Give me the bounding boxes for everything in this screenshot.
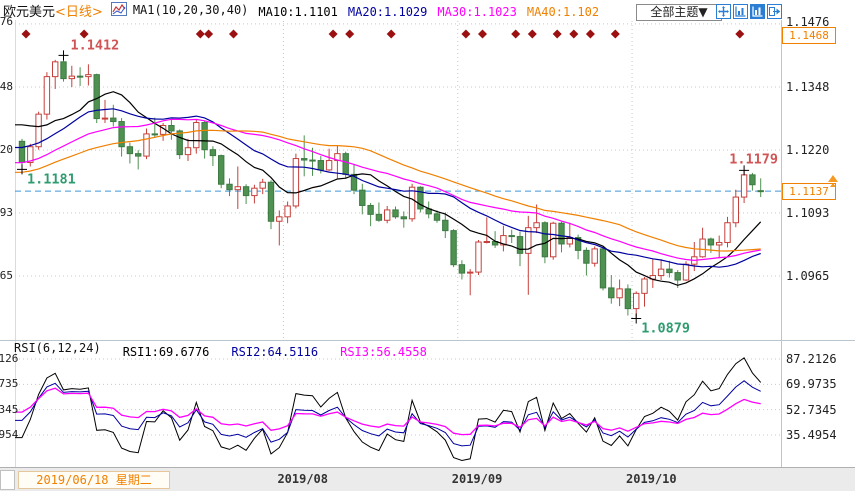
indicator-value-label: MA40:1.102 xyxy=(526,4,600,19)
ma30-line xyxy=(15,118,761,262)
rsi-axis-label-left: 52.7345 xyxy=(0,402,19,416)
indicator-value-label: MA10:1.1101 xyxy=(258,4,338,19)
symbol-title: 欧元美元 xyxy=(3,4,56,20)
month-axis-label: 2019/09 xyxy=(451,472,503,486)
rsi-axis-label: 87.2126 xyxy=(786,352,837,366)
rsi-values: RSI1:69.6776 RSI2:64.5116 RSI3:56.4558 xyxy=(101,341,427,360)
candles-layer xyxy=(18,55,764,319)
indicator-icon xyxy=(750,4,765,19)
indicator-value-label: RSI3:56.4558 xyxy=(340,345,427,359)
indicator-button[interactable] xyxy=(750,4,765,19)
axes-chart-icon xyxy=(733,4,748,19)
rsi-axis-label-left: 87.2126 xyxy=(0,352,19,365)
exit-button[interactable] xyxy=(767,4,782,19)
month-axis-label: 2019/08 xyxy=(277,472,329,486)
event-diamond-icon xyxy=(461,29,471,39)
price-axis-label: 1.1476 xyxy=(786,15,830,29)
indicator-value-label: MA30:1.1023 xyxy=(437,4,517,19)
event-diamond-icon xyxy=(345,29,355,39)
price-axis-label: 1.1220 xyxy=(786,143,830,158)
event-diamond-icon xyxy=(386,29,396,39)
period-label: <日线> xyxy=(55,4,103,20)
theme-dropdown-label: 全部主题 xyxy=(650,5,699,19)
rsi-axis-label: 52.7345 xyxy=(786,402,837,417)
event-diamond-icon xyxy=(195,29,205,39)
event-markers-layer xyxy=(21,29,745,39)
event-diamond-icon xyxy=(527,29,537,39)
event-diamond-icon xyxy=(511,29,521,39)
exit-arrow-icon xyxy=(767,4,782,19)
event-diamond-icon xyxy=(478,29,487,39)
pan-button[interactable] xyxy=(716,4,731,19)
chevron-down-icon: ▼ xyxy=(698,5,708,19)
rsi-lines-layer xyxy=(15,357,762,462)
price-axis-label-left: 1.1476 xyxy=(0,15,13,28)
ma10-line xyxy=(15,91,762,286)
extreme-cross-icon xyxy=(58,50,69,61)
theme-dropdown[interactable]: 全部主题▼ xyxy=(636,4,722,21)
extreme-cross-icon xyxy=(739,165,750,176)
current-price-box: 1.1137 xyxy=(782,183,836,200)
event-diamond-icon xyxy=(204,29,214,39)
event-diamond-icon xyxy=(610,29,620,39)
rsi-header: RSI(6,12,24) RSI1:69.6776 RSI2:64.5116 RSI… xyxy=(14,341,427,360)
line-chart-icon[interactable] xyxy=(110,1,127,20)
rsi-axis-label-left: 35.4954 xyxy=(0,427,19,441)
price-annotation: 1.1181 xyxy=(27,171,76,187)
pan-icon xyxy=(716,4,731,19)
rsi24-line xyxy=(15,387,761,436)
ma-lines-layer xyxy=(15,91,762,286)
price-annotation: 1.0879 xyxy=(641,320,690,336)
month-axis-label: 2019/10 xyxy=(626,472,677,486)
price-axis-label-left: 1.0965 xyxy=(0,269,13,283)
event-diamond-icon xyxy=(569,29,579,39)
event-diamond-icon xyxy=(735,29,745,39)
time-axis-bar: 2019/06/18 星期二 2019/08 2019/09 2019/10 xyxy=(0,467,855,491)
scale-button[interactable] xyxy=(733,4,748,19)
price-axis-label: 1.1093 xyxy=(786,205,830,220)
rsi-axis-label: 69.9735 xyxy=(786,377,837,392)
indicator-value-label: RSI2:64.5116 xyxy=(231,345,319,359)
price-axis-label: 1.0965 xyxy=(786,269,830,284)
event-diamond-icon xyxy=(328,29,338,39)
rsi-axis-label: 35.4954 xyxy=(786,427,837,442)
extreme-cross-icon xyxy=(17,164,27,175)
ma-values: MA10:1.1101 MA20:1.1029 MA30:1.1023 MA40:1.… xyxy=(248,1,599,20)
event-diamond-icon xyxy=(79,29,89,39)
event-diamond-icon xyxy=(229,29,238,39)
rsi12-line xyxy=(15,380,761,447)
indicator-value-label: MA20:1.1029 xyxy=(347,4,428,19)
price-axis-label-left: 1.1093 xyxy=(0,205,13,219)
price-axis-label-left: 1.1220 xyxy=(0,143,13,157)
extreme-cross-icon xyxy=(631,313,642,324)
rsi-group-label: RSI(6,12,24) xyxy=(14,341,101,355)
chart-header: 欧元美元 <日线> MA1(10,20,30,40) MA10:1.1101 MA2… xyxy=(0,0,785,20)
ma40-line xyxy=(15,129,761,252)
price-annotation: 1.1179 xyxy=(729,151,778,167)
price-axis-label: 1.1348 xyxy=(786,80,830,94)
event-diamond-icon xyxy=(585,29,595,39)
price-up-arrow-icon xyxy=(824,174,842,196)
event-diamond-icon xyxy=(552,29,562,39)
indicator-value-label: RSI1:69.6776 xyxy=(122,345,210,359)
price-annotation: 1.1412 xyxy=(71,37,120,53)
first-date-box: 2019/06/18 星期二 xyxy=(18,471,170,489)
event-diamond-icon xyxy=(21,29,31,39)
rsi-axis-label-left: 69.9735 xyxy=(0,377,19,391)
alert-price-box[interactable]: 1.1468 xyxy=(782,27,836,44)
price-axis-label-left: 1.1348 xyxy=(0,80,13,93)
ma-group-label: MA1(10,20,30,40) xyxy=(132,3,249,17)
ma20-line xyxy=(15,108,761,268)
scrollbar-corner[interactable] xyxy=(0,470,15,490)
